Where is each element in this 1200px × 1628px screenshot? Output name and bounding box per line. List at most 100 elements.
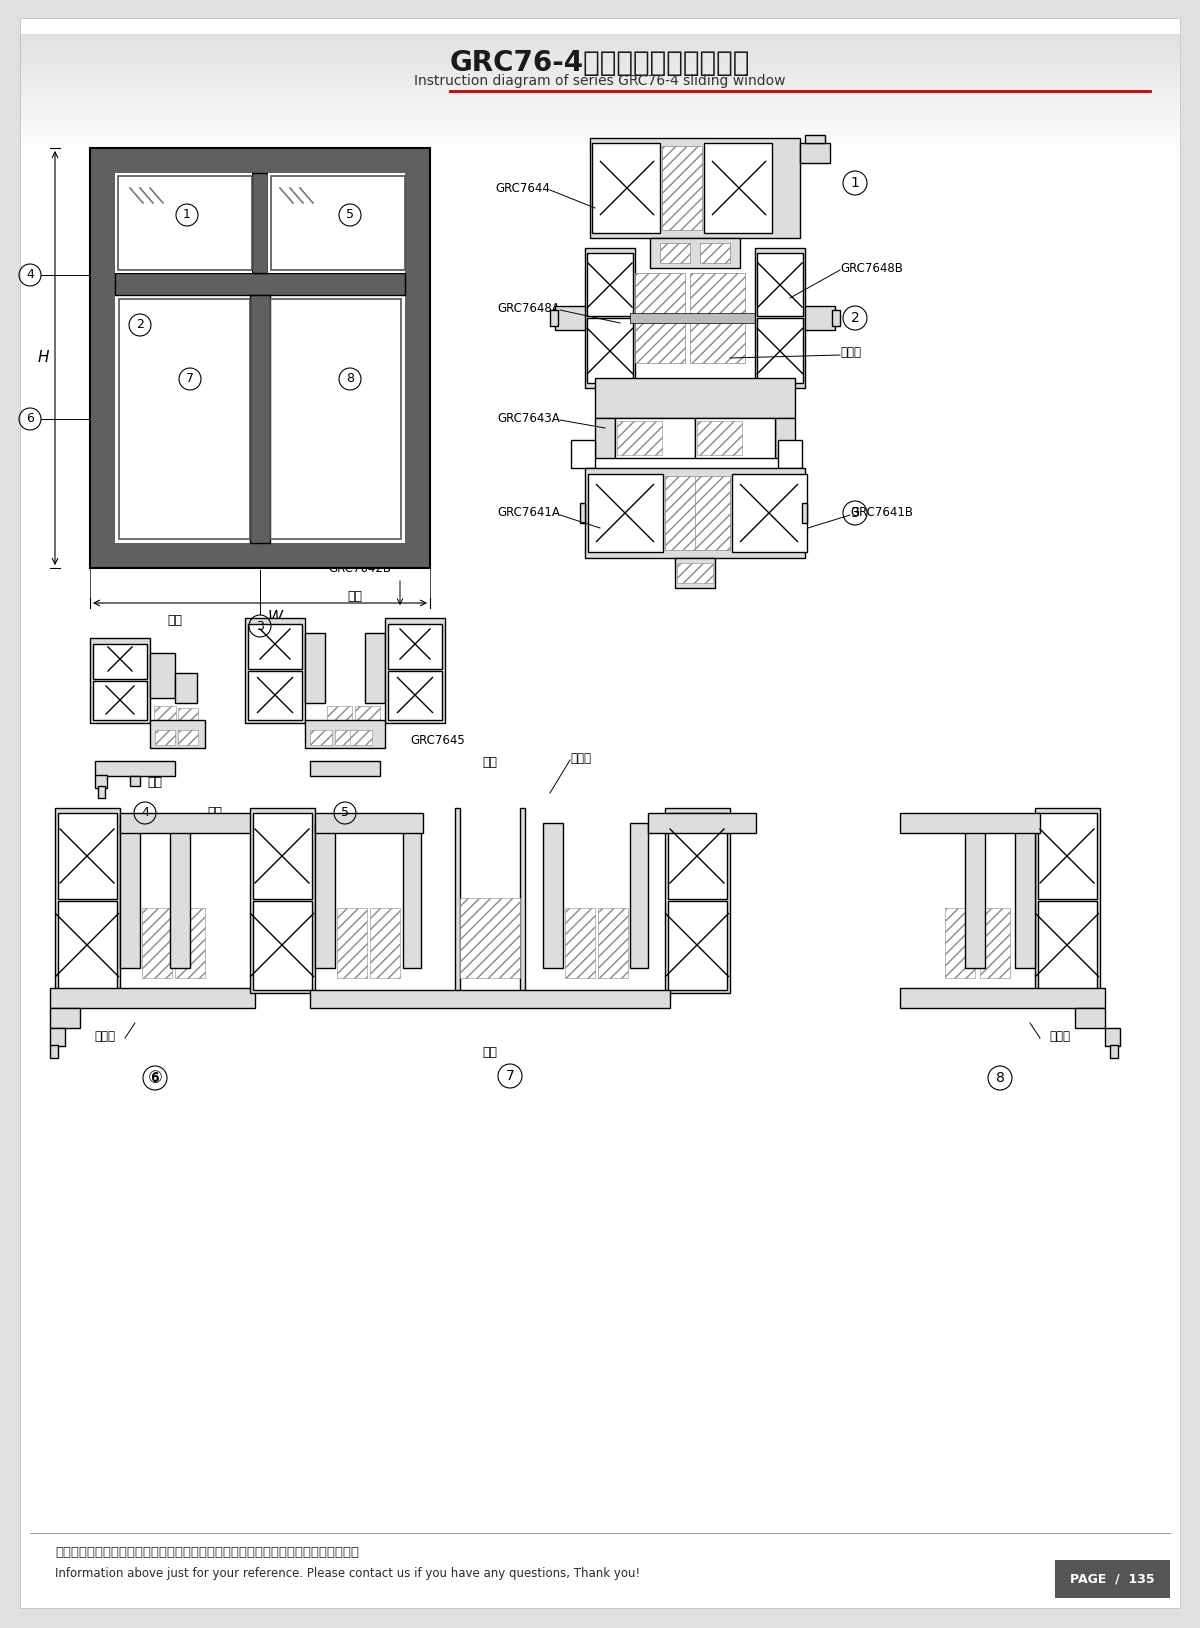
Bar [20, 54, 1180, 59]
Bar [20, 106, 1180, 111]
Text: 室内: 室内 [168, 614, 182, 627]
Bar [248, 671, 302, 720]
Bar [550, 309, 558, 326]
Bar [178, 708, 198, 726]
Bar [120, 812, 256, 834]
Bar [403, 824, 421, 969]
Text: GRC7641A: GRC7641A [497, 506, 560, 519]
Text: 图中所示型材截面、装配、编号、尺寸及重量仅供参考。如有疑问，请向本公司查询。: 图中所示型材截面、装配、编号、尺寸及重量仅供参考。如有疑问，请向本公司查询。 [55, 1547, 359, 1560]
Bar [965, 824, 985, 969]
Bar [118, 176, 252, 270]
Bar [1105, 1027, 1120, 1047]
Bar [20, 111, 1180, 114]
Bar [248, 624, 302, 669]
Bar [757, 252, 803, 316]
Bar [660, 243, 690, 264]
Bar [586, 467, 805, 558]
Text: 塑料件: 塑料件 [570, 752, 592, 765]
Bar [1055, 1560, 1170, 1599]
Bar [95, 775, 107, 788]
Bar [350, 729, 372, 746]
Bar [314, 812, 424, 834]
Text: GRC7648A: GRC7648A [497, 301, 560, 314]
Bar [668, 812, 727, 899]
Bar [270, 300, 401, 539]
Bar [617, 422, 662, 454]
Bar [778, 440, 802, 467]
Bar [20, 117, 1180, 122]
Bar [946, 908, 974, 978]
Text: PAGE  /  135: PAGE / 135 [1069, 1573, 1154, 1586]
Text: 6: 6 [26, 412, 34, 425]
Bar [20, 37, 1180, 42]
Bar [310, 729, 332, 746]
Bar [20, 125, 1180, 130]
Bar [94, 645, 148, 679]
Bar [20, 50, 1180, 54]
Bar [700, 243, 730, 264]
Bar [115, 173, 406, 544]
Bar [1038, 900, 1097, 990]
Bar [648, 812, 756, 834]
Bar [268, 173, 406, 274]
Text: 8: 8 [996, 1071, 1004, 1084]
Text: Instruction diagram of series GRC76-4 sliding window: Instruction diagram of series GRC76-4 sl… [414, 73, 786, 88]
Bar [20, 86, 1180, 90]
Bar [326, 707, 352, 726]
Text: 室外: 室外 [208, 806, 222, 819]
Bar [1075, 1008, 1105, 1027]
Bar [520, 807, 526, 1003]
Bar [120, 824, 140, 969]
Bar [20, 114, 1180, 117]
Bar [20, 90, 1180, 94]
Bar [253, 812, 312, 899]
Text: 塑料件: 塑料件 [1050, 1029, 1070, 1042]
Text: 1: 1 [184, 208, 191, 221]
Bar [388, 671, 442, 720]
Text: 室内: 室内 [348, 589, 362, 602]
Text: 5: 5 [346, 208, 354, 221]
Bar [385, 619, 445, 723]
Text: 2: 2 [136, 319, 144, 332]
Text: H: H [37, 350, 49, 366]
Text: GRC7642B: GRC7642B [329, 562, 391, 575]
Bar [1038, 812, 1097, 899]
Bar [757, 317, 803, 383]
Bar [20, 62, 1180, 67]
Bar [170, 824, 190, 969]
Bar [20, 59, 1180, 62]
Text: GRC7643A: GRC7643A [497, 412, 560, 425]
Bar [674, 558, 715, 588]
Bar [630, 313, 760, 322]
Text: 防盗器: 防盗器 [840, 347, 862, 360]
Bar [90, 638, 150, 723]
Bar [455, 807, 460, 1003]
Bar [630, 824, 648, 969]
Bar [587, 317, 634, 383]
Bar [704, 143, 772, 233]
Bar [250, 807, 314, 993]
Bar [697, 422, 742, 454]
Text: 塑料件: 塑料件 [95, 1029, 115, 1042]
Bar [50, 1027, 65, 1047]
Bar [750, 422, 762, 453]
Text: GRC7645: GRC7645 [410, 734, 464, 747]
Bar [20, 34, 1180, 37]
Text: 3: 3 [851, 506, 859, 519]
Text: ⑥: ⑥ [148, 1070, 162, 1088]
Bar [20, 130, 1180, 133]
Bar [20, 133, 1180, 138]
Bar [620, 422, 632, 453]
Bar [732, 474, 808, 552]
Bar [115, 274, 406, 295]
Text: Information above just for your reference. Please contact us if you have any que: Information above just for your referenc… [55, 1566, 640, 1579]
Bar [250, 295, 270, 544]
Bar [20, 46, 1180, 50]
Bar [20, 78, 1180, 81]
Text: 5: 5 [341, 806, 349, 819]
Bar [460, 798, 520, 1008]
Bar [337, 908, 367, 978]
Bar [1110, 1045, 1118, 1058]
Text: 4: 4 [26, 269, 34, 282]
Text: W: W [268, 609, 282, 625]
